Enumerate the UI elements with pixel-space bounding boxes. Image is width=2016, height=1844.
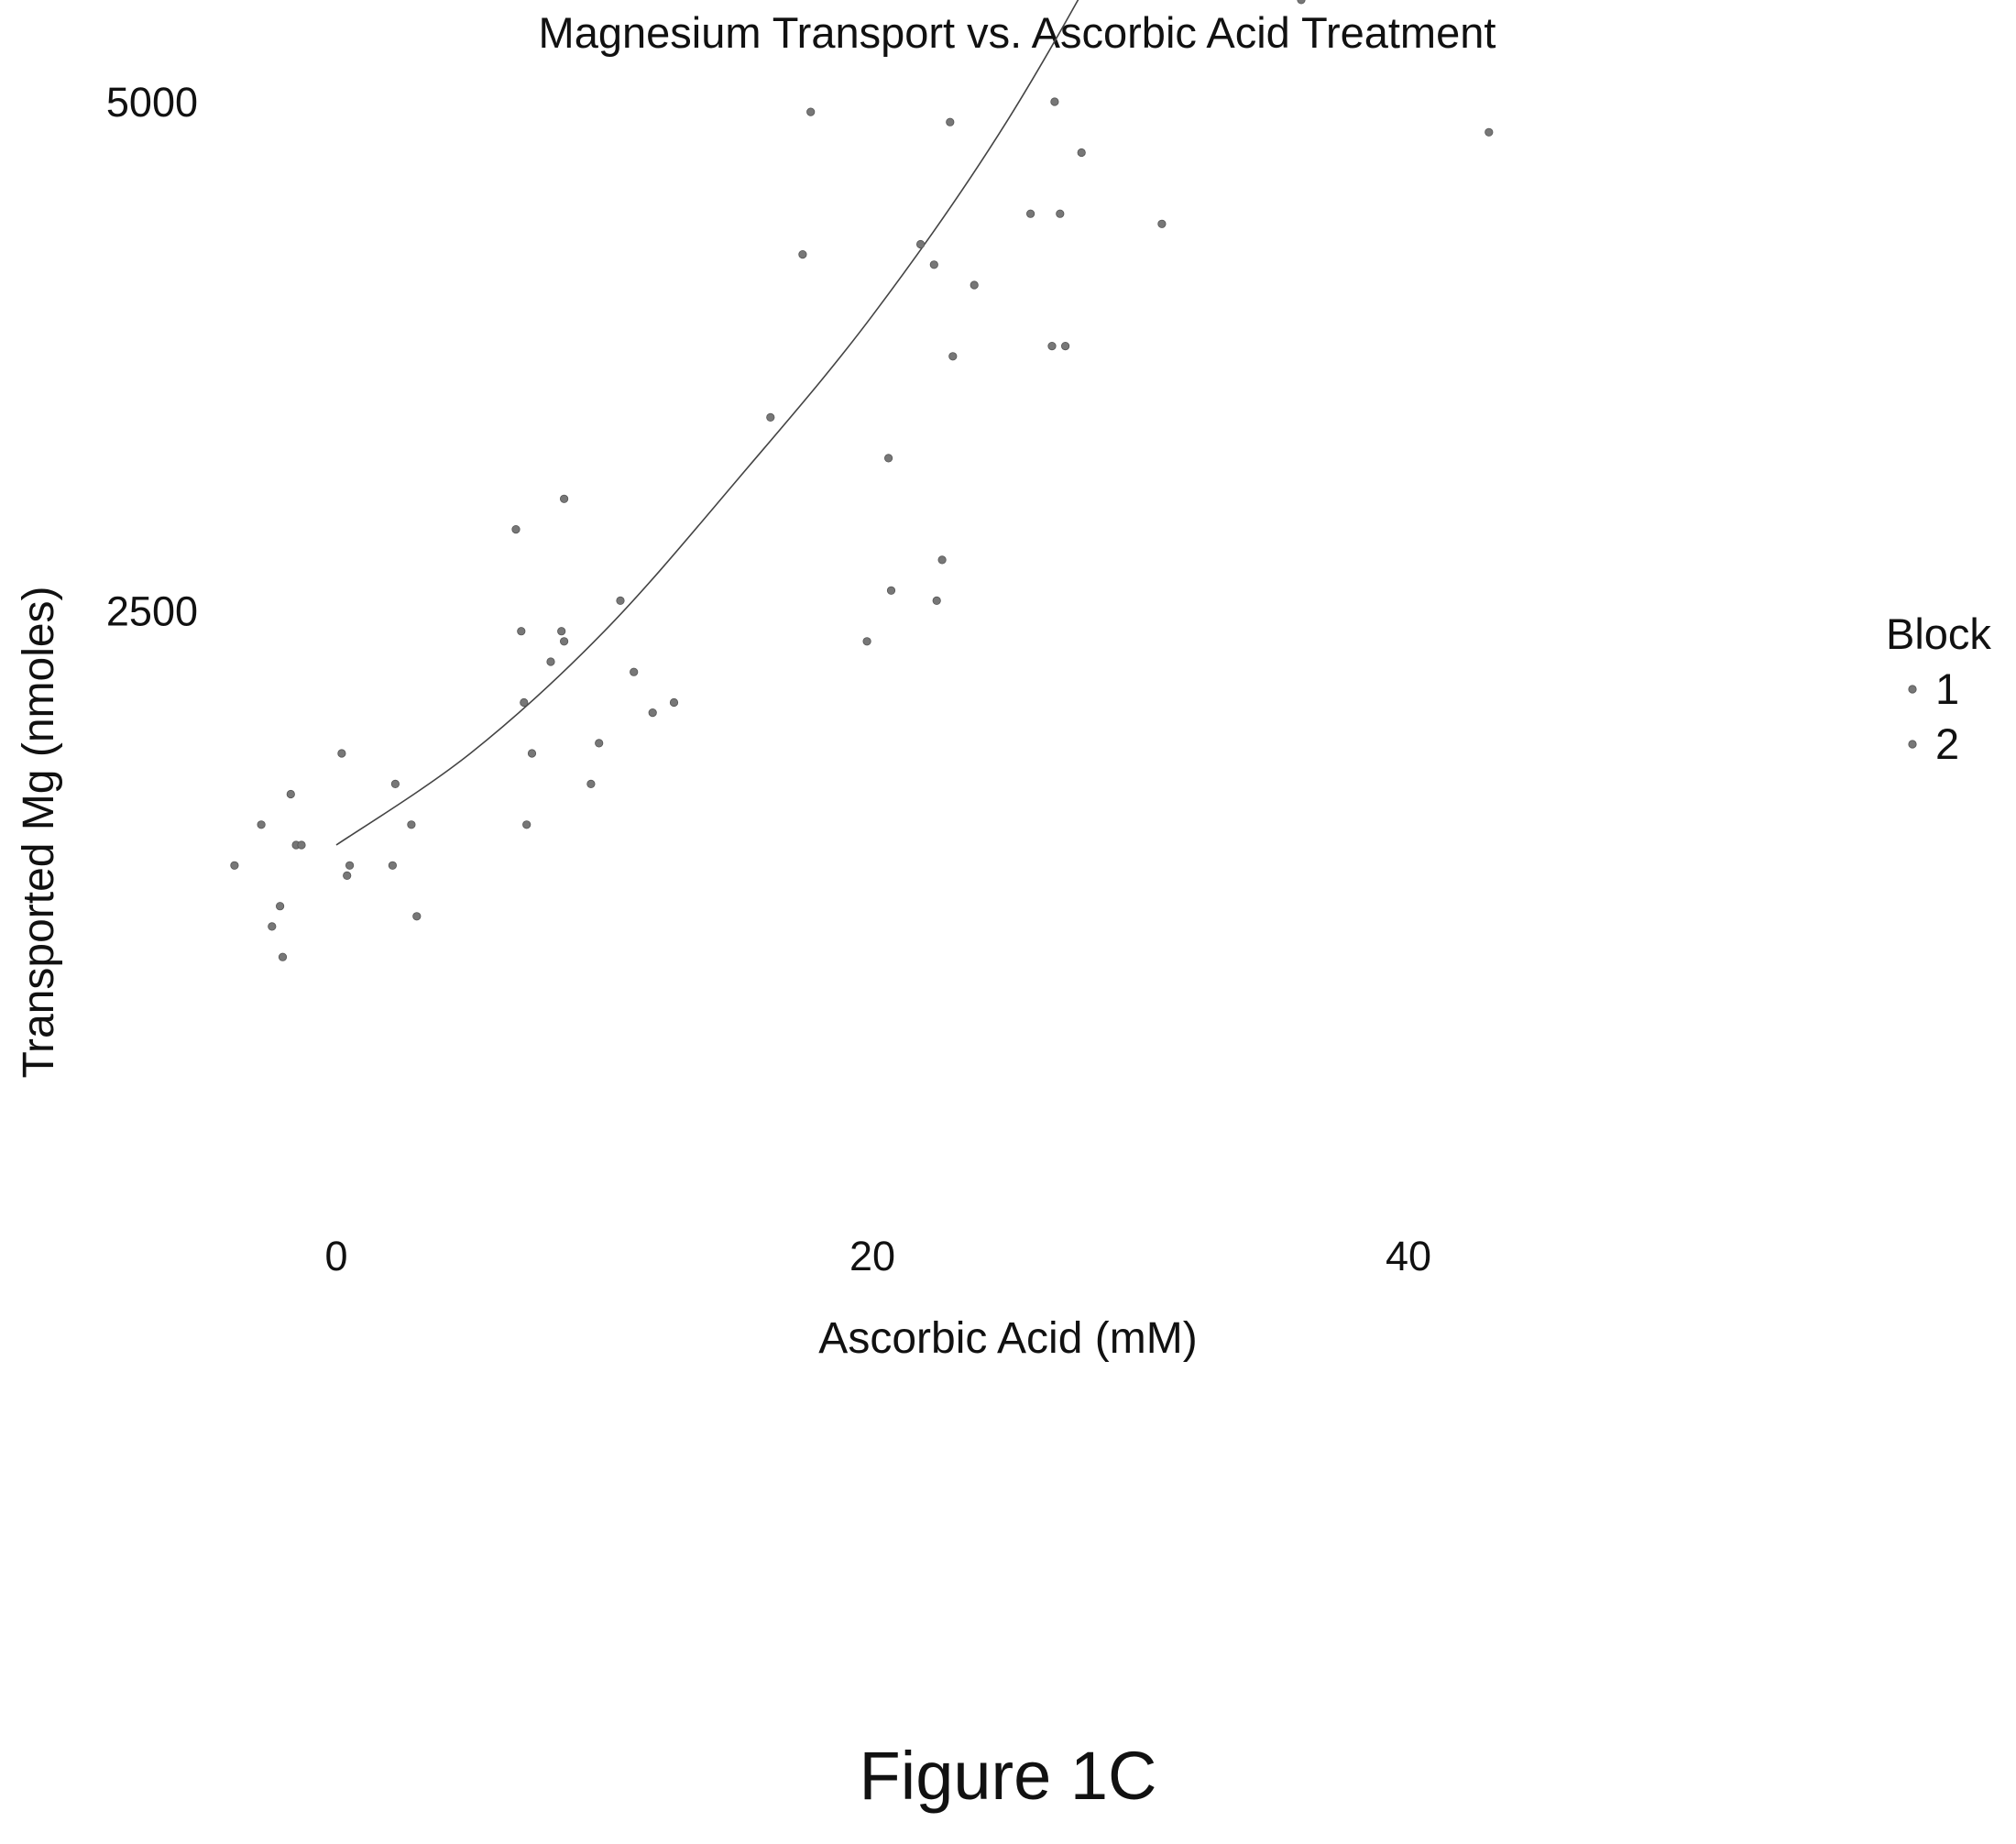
data-point-block-2 (883, 454, 893, 463)
legend-marker-2 (1908, 740, 1917, 749)
data-point-block-1 (520, 697, 529, 708)
data-point-block-1 (257, 820, 266, 829)
data-point-block-1 (297, 840, 306, 850)
data-point-block-1 (937, 555, 947, 565)
data-point-block-1 (278, 952, 288, 961)
data-point-block-2 (1297, 0, 1306, 5)
data-point-block-1 (630, 667, 639, 676)
data-point-block-1 (669, 697, 679, 708)
data-point-block-1 (862, 637, 871, 646)
data-points (230, 0, 1494, 961)
data-point-block-1 (407, 820, 416, 829)
data-point-block-1 (517, 627, 526, 636)
data-point-block-1 (286, 789, 295, 799)
data-point-block-1 (595, 739, 604, 748)
data-point-block-1 (915, 239, 926, 249)
y-tick-label: 5000 (106, 79, 198, 126)
trend-line (335, 0, 1079, 846)
data-point-block-2 (1157, 219, 1167, 228)
data-point-block-1 (230, 861, 239, 870)
y-axis-ticks: 2500500075001000012500 (106, 79, 198, 635)
data-point-block-2 (948, 352, 958, 361)
data-point-block-1 (616, 596, 625, 606)
data-point-block-2 (559, 494, 569, 503)
data-point-block-1 (798, 249, 807, 259)
data-point-block-1 (546, 657, 555, 666)
data-point-block-1 (275, 902, 285, 911)
data-point-block-2 (1061, 341, 1070, 351)
data-point-block-1 (1047, 341, 1057, 351)
data-point-block-1 (268, 922, 277, 931)
data-point-block-1 (766, 412, 775, 422)
x-axis-ticks: 0 20 40 (324, 1233, 1431, 1279)
data-point-block-2 (970, 280, 979, 290)
data-point-block-1 (557, 627, 566, 636)
data-point-block-1 (527, 749, 537, 758)
data-point-block-1 (648, 708, 657, 718)
data-point-block-2 (1485, 127, 1494, 137)
data-point-block-2 (1050, 97, 1059, 106)
figure-caption: Figure 1C (859, 1738, 1157, 1814)
data-point-block-1 (511, 524, 520, 534)
legend-title: Block (1886, 609, 1991, 658)
x-tick-label: 20 (849, 1233, 895, 1279)
data-point-block-1 (929, 260, 938, 269)
legend-entries: 12 (1908, 664, 1959, 768)
data-point-block-1 (559, 637, 569, 646)
data-point-block-2 (932, 596, 941, 606)
legend-marker-1 (1908, 685, 1917, 694)
data-point-block-1 (1026, 209, 1035, 218)
data-point-block-2 (412, 912, 422, 921)
data-point-block-2 (522, 820, 531, 829)
legend-label-1: 1 (1935, 664, 1959, 713)
y-tick-label: 2500 (106, 588, 198, 635)
chart-title: Magnesium Transport vs. Ascorbic Acid Tr… (539, 8, 1496, 57)
data-point-block-1 (343, 871, 352, 881)
x-tick-label: 40 (1386, 1233, 1431, 1279)
data-point-block-2 (886, 586, 896, 595)
data-point-block-1 (806, 107, 816, 116)
data-point-block-1 (390, 779, 400, 789)
x-axis-title: Ascorbic Acid (mM) (818, 1314, 1197, 1363)
legend: Block 12 (1886, 609, 1991, 768)
data-point-block-1 (388, 861, 397, 870)
data-point-block-1 (337, 749, 346, 758)
data-point-block-1 (345, 861, 355, 870)
x-tick-label: 0 (324, 1233, 347, 1279)
data-point-block-1 (1056, 209, 1065, 218)
data-point-block-1 (586, 779, 596, 789)
data-point-block-1 (946, 117, 955, 126)
legend-label-2: 2 (1935, 719, 1959, 768)
y-axis-title: Transported Mg (nmoles) (15, 586, 63, 1078)
data-point-block-2 (1077, 148, 1086, 158)
